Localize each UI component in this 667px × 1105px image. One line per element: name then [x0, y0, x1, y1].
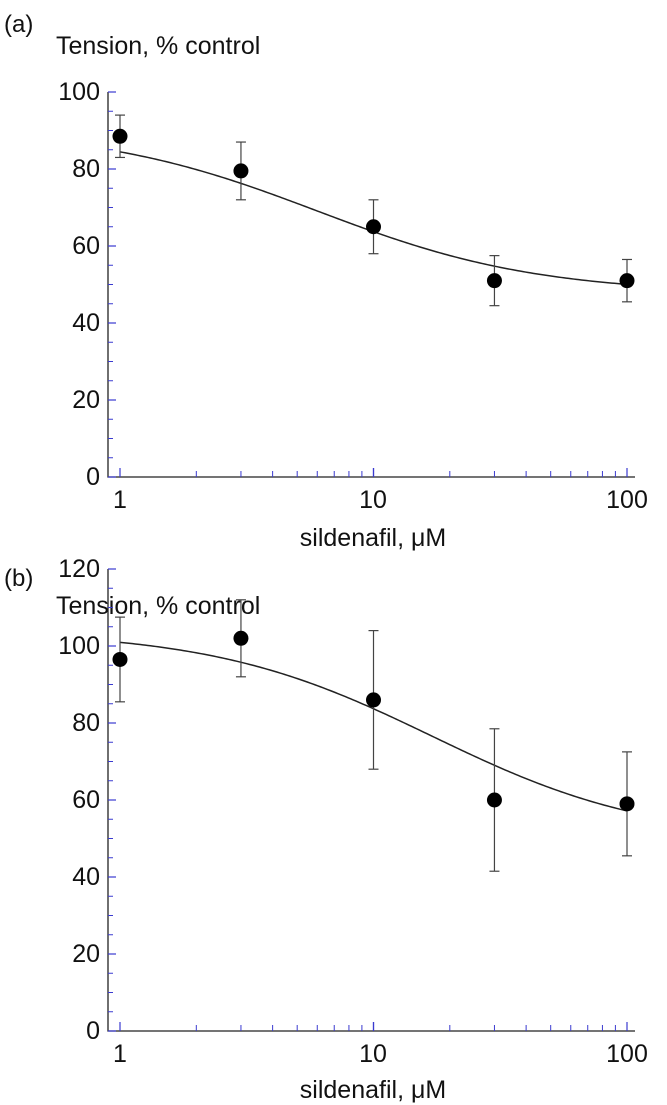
panel-a-data-point-2 [233, 163, 249, 179]
panel-b-x-tick-1: 1 [113, 1040, 127, 1068]
panel-b-y-tick-0: 0 [86, 1017, 100, 1045]
panel-b-axes [107, 569, 635, 1032]
panel-b-data-point-4 [486, 792, 502, 808]
panel-b-y-tick-20: 20 [72, 940, 100, 968]
panel-a-x-axis-label: sildenafil, μM [300, 524, 446, 552]
panel-b-x-tick-100: 100 [606, 1040, 648, 1068]
panel-a-y-tick-60: 60 [72, 232, 100, 260]
panel-b-y-axis-label: Tension, % control [56, 592, 260, 620]
panel-b-y-tick-labels: 0 20 40 60 80 100 120 [58, 555, 100, 1045]
panel-a-label: (a) [4, 11, 33, 38]
panel-a-data-point-4 [486, 273, 502, 289]
panel-b-label: (b) [4, 565, 33, 592]
panel-b-x-axis-label: sildenafil, μM [300, 1076, 446, 1104]
panel-a-axes [107, 92, 635, 478]
panel-a-y-tick-0: 0 [86, 463, 100, 491]
panel-a-data-point-1 [112, 128, 128, 144]
panel-b: (b) Tension, % control sildenafil, μM 1 … [4, 555, 648, 1104]
panel-a-y-tick-40: 40 [72, 309, 100, 337]
panel-b-y-tick-40: 40 [72, 863, 100, 891]
panel-b-y-tick-60: 60 [72, 786, 100, 814]
panel-a-plot [107, 91, 635, 478]
panel-a-y-tick-100: 100 [58, 78, 100, 106]
panel-b-y-tick-100: 100 [58, 632, 100, 660]
panel-b-x-tick-labels: 1 10 100 [113, 1040, 648, 1068]
panel-a-x-tick-100: 100 [606, 486, 648, 514]
panel-a-x-tick-1: 1 [113, 486, 127, 514]
panel-b-y-tick-120: 120 [58, 555, 100, 583]
panel-b-data-point-2 [233, 630, 249, 646]
panel-a-y-tick-80: 80 [72, 155, 100, 183]
panel-b-y-tick-80: 80 [72, 709, 100, 737]
panel-b-data-point-5 [619, 796, 635, 812]
panel-a-y-axis-label: Tension, % control [56, 32, 260, 60]
panel-a-x-tick-labels: 1 10 100 [113, 486, 648, 514]
panel-b-data-point-3 [366, 692, 381, 708]
panel-a-y-tick-20: 20 [72, 386, 100, 414]
panel-b-x-tick-10: 10 [359, 1040, 387, 1068]
panel-a-data-point-5 [619, 273, 635, 289]
panel-a-x-tick-10: 10 [359, 486, 387, 514]
panel-a: (a) Tension, % control sildenafil, μM 1 … [4, 11, 648, 552]
panel-b-plot [107, 568, 635, 1032]
panel-a-y-tick-labels: 0 20 40 60 80 100 [58, 78, 100, 491]
panel-b-data-point-1 [112, 651, 128, 667]
panel-a-data-point-3 [366, 219, 381, 235]
